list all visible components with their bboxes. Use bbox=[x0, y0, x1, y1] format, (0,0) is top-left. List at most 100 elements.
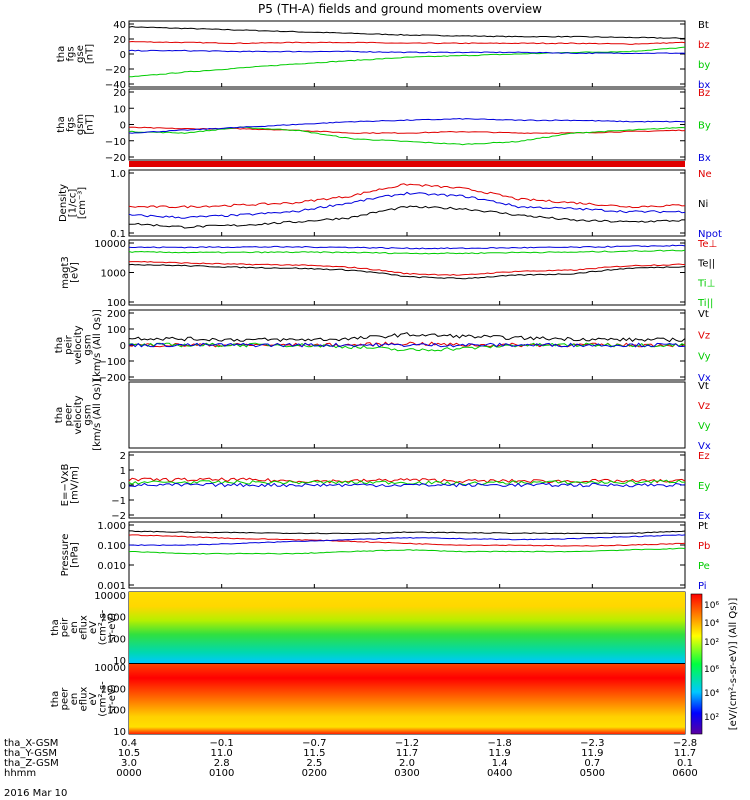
y-tick-label: −100 bbox=[99, 357, 126, 368]
panel-ylabel-line: [eV] bbox=[70, 262, 81, 283]
legend-te: Te⊥ bbox=[697, 239, 717, 250]
y-tick-label: 100 bbox=[107, 298, 126, 309]
panel-ylabel-line: gsm bbox=[83, 334, 94, 355]
colorbar-tick-label: 10² bbox=[704, 638, 719, 648]
y-tick-label: −20 bbox=[105, 65, 126, 76]
panel-temperature: magt3[eV] 10000 1000 100 Te⊥ Te|| Ti⊥ Ti|| bbox=[60, 239, 717, 309]
y-tick-label: 1.0 bbox=[110, 169, 126, 180]
y-tick-label: 1000 bbox=[101, 269, 126, 280]
y-tick-label: 40 bbox=[113, 20, 126, 31]
y-tick-label: 10000 bbox=[94, 591, 126, 602]
colorbar-ticks: 10⁶ 10⁴ 10² 10⁶ 10⁴ 10² bbox=[704, 601, 719, 723]
panel-ylabel-line: velocity bbox=[73, 395, 84, 434]
panel-ylabel-line: gsm bbox=[83, 404, 94, 425]
legend-ex: Ex bbox=[698, 511, 710, 522]
series-pressure-pe bbox=[128, 547, 686, 555]
colorbar-tick-label: 10⁶ bbox=[704, 601, 719, 611]
y-tick-label: −200 bbox=[99, 373, 126, 384]
y-tick-label: 0.010 bbox=[97, 561, 126, 572]
y-tick-label: 2 bbox=[120, 451, 126, 462]
x-row-value: 3.0 bbox=[121, 758, 137, 769]
panel-frame bbox=[128, 239, 686, 306]
x-row-value: 2.5 bbox=[306, 758, 322, 769]
series-fgs-gse-by bbox=[129, 46, 686, 78]
x-row-value: 11.9 bbox=[581, 748, 603, 759]
legend-pi: Pi bbox=[698, 581, 707, 592]
legend-vx: Vx bbox=[698, 373, 711, 384]
legend-te: Te|| bbox=[697, 259, 715, 270]
x-row-value: −0.7 bbox=[302, 738, 326, 749]
legend-vt: Vt bbox=[698, 309, 709, 320]
colorbar bbox=[690, 593, 703, 735]
panel-ylabel-line: [nT] bbox=[85, 44, 96, 64]
panel-ylabel-line: tha bbox=[50, 619, 61, 635]
x-row-value: −0.1 bbox=[210, 738, 234, 749]
panel-ylabel-line: [km/s (All Qs)] bbox=[92, 379, 103, 451]
panel-ylabel-line: eV bbox=[88, 621, 99, 634]
x-row-value: 0200 bbox=[302, 768, 327, 779]
series-temperature-te bbox=[128, 260, 686, 276]
x-row-value: 0.4 bbox=[121, 738, 137, 749]
legend-vz: Vz bbox=[698, 330, 710, 341]
series-pressure-pi bbox=[128, 534, 686, 547]
legend-ni: Ni bbox=[698, 199, 708, 210]
panel-ylabel-line: E=−VxB bbox=[60, 464, 71, 507]
series-temperature-te bbox=[128, 263, 686, 280]
series-temperature-ti bbox=[128, 244, 686, 250]
y-tick-label: −20 bbox=[105, 153, 126, 164]
x-row-value: 0300 bbox=[394, 768, 419, 779]
panel-ylabel-line: peer bbox=[64, 403, 75, 427]
y-tick-label: 0.1 bbox=[110, 229, 126, 240]
colorbar-tick-label: 10⁶ bbox=[704, 665, 719, 675]
x-row-value: 2.0 bbox=[399, 758, 415, 769]
y-tick-label: 20 bbox=[113, 88, 126, 99]
x-row-value: 0.7 bbox=[584, 758, 600, 769]
legend-bx: Bx bbox=[698, 153, 711, 164]
legend-ez: Ez bbox=[698, 451, 710, 462]
y-tick-label: 0 bbox=[120, 121, 126, 132]
series-efield-ex bbox=[128, 482, 686, 488]
x-row-value: −1.2 bbox=[395, 738, 419, 749]
panel-frame bbox=[128, 88, 686, 161]
panel-ylabel-line: magt3 bbox=[60, 256, 71, 289]
panel-ylabel-line: sr-eV) bbox=[107, 613, 118, 642]
legend-vy: Vy bbox=[698, 352, 711, 363]
panel-frame bbox=[128, 20, 686, 88]
y-tick-label: −1 bbox=[111, 496, 126, 507]
series-fgs-gse-bx bbox=[128, 49, 686, 55]
y-tick-label: 100 bbox=[107, 706, 126, 717]
y-tick-label: 0.100 bbox=[97, 541, 126, 552]
series-density-npot bbox=[128, 191, 686, 219]
y-tick-label: 10 bbox=[113, 104, 126, 115]
peer-spectrogram-image bbox=[129, 664, 685, 734]
legend-pt: Pt bbox=[698, 521, 708, 532]
y-tick-label: 0 bbox=[120, 341, 126, 352]
y-tick-label: 10000 bbox=[94, 663, 126, 674]
panel-frame bbox=[128, 169, 686, 237]
legend-bz: bz bbox=[698, 40, 710, 51]
legend-vx: Vx bbox=[698, 441, 711, 452]
panel-ylabel-line: gse bbox=[75, 45, 86, 63]
series-fgs-gsm-bx bbox=[128, 117, 685, 134]
panel-ylabel-line: peer bbox=[60, 687, 71, 711]
series-peir-velocity-vy bbox=[128, 342, 686, 352]
panel-ylabel-line: [km/s (All Qs)] bbox=[92, 309, 103, 381]
x-axis-annotation: tha_X-GSM 0.4 −0.1 −0.7 −1.2 −1.8 −2.3 −2.8 tha_… bbox=[4, 738, 698, 779]
panel-ylabel-line: tha bbox=[56, 116, 67, 132]
legend-vt: Vt bbox=[698, 381, 709, 392]
series-pressure-pt bbox=[129, 530, 686, 535]
legend-bx: bx bbox=[698, 80, 710, 91]
x-row-value: 11.9 bbox=[489, 748, 511, 759]
legend-ti: Ti⊥ bbox=[697, 278, 715, 289]
date-label: 2016 Mar 10 bbox=[4, 788, 67, 799]
series-temperature-ti bbox=[128, 249, 686, 255]
x-row-value: 1.4 bbox=[492, 758, 508, 769]
panel-ylabel-line: [mV/m] bbox=[70, 466, 81, 504]
x-row-value: 0000 bbox=[116, 768, 141, 779]
x-row-value: 0600 bbox=[672, 768, 697, 779]
y-tick-label: 0 bbox=[120, 481, 126, 492]
